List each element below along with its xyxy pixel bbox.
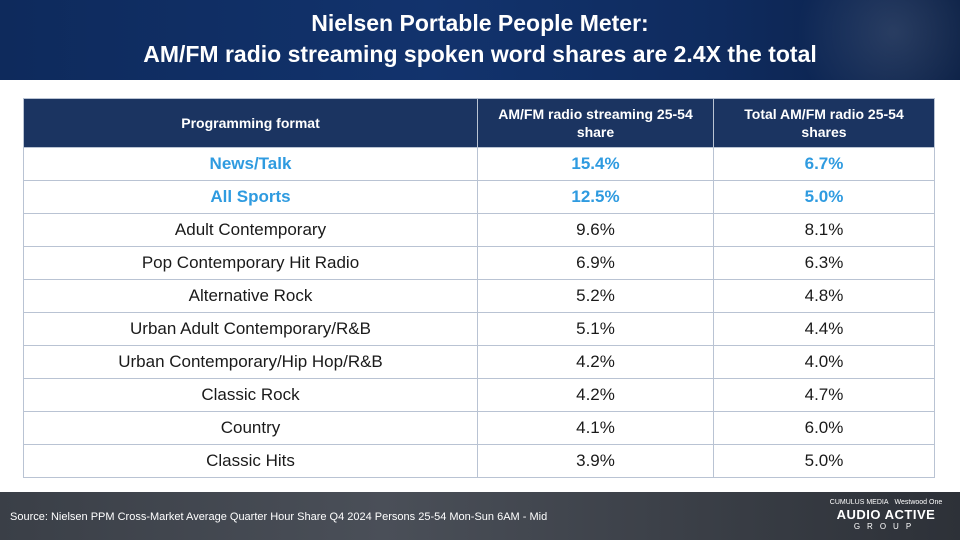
cell-format: Country <box>23 411 478 445</box>
column-header-format: Programming format <box>23 98 478 148</box>
cell-streaming-share: 12.5% <box>477 180 714 214</box>
logo-sub-text: GROUP <box>853 522 919 531</box>
column-header-total: Total AM/FM radio 25-54 shares <box>713 98 935 148</box>
cell-format: Urban Contemporary/Hip Hop/R&B <box>23 345 478 379</box>
cell-total-share: 5.0% <box>713 444 935 478</box>
cell-streaming-share: 6.9% <box>477 246 714 280</box>
cell-format: Classic Rock <box>23 378 478 412</box>
table-row: Urban Adult Contemporary/R&B 5.1% 4.4% <box>23 312 935 346</box>
format-share-table: Programming format AM/FM radio streaming… <box>23 98 935 478</box>
table-row: Classic Rock 4.2% 4.7% <box>23 378 935 412</box>
footer-bar: Source: Nielsen PPM Cross-Market Average… <box>0 492 960 540</box>
cell-total-share: 4.8% <box>713 279 935 313</box>
logo-westwood-text: Westwood One <box>894 499 943 506</box>
cell-total-share: 4.0% <box>713 345 935 379</box>
column-header-streaming: AM/FM radio streaming 25-54 share <box>477 98 714 148</box>
slide-title-line-2: AM/FM radio streaming spoken word shares… <box>143 41 817 67</box>
cell-total-share: 6.3% <box>713 246 935 280</box>
cell-streaming-share: 5.1% <box>477 312 714 346</box>
table-row: Urban Contemporary/Hip Hop/R&B 4.2% 4.0% <box>23 345 935 379</box>
source-note: Source: Nielsen PPM Cross-Market Average… <box>10 511 548 523</box>
table-row: News/Talk 15.4% 6.7% <box>23 147 935 181</box>
cell-total-share: 4.4% <box>713 312 935 346</box>
cell-format: Urban Adult Contemporary/R&B <box>23 312 478 346</box>
banner-decoration <box>740 0 960 80</box>
cell-streaming-share: 4.2% <box>477 345 714 379</box>
cell-total-share: 4.7% <box>713 378 935 412</box>
cell-streaming-share: 9.6% <box>477 213 714 247</box>
cell-streaming-share: 15.4% <box>477 147 714 181</box>
cell-total-share: 8.1% <box>713 213 935 247</box>
cell-total-share: 5.0% <box>713 180 935 214</box>
cell-format: All Sports <box>23 180 478 214</box>
cell-streaming-share: 4.1% <box>477 411 714 445</box>
cell-format: Pop Contemporary Hit Radio <box>23 246 478 280</box>
audio-active-group-logo: CUMULUS MEDIA Westwood One AUDIO ACTIVE … <box>826 498 946 536</box>
table-row: Pop Contemporary Hit Radio 6.9% 6.3% <box>23 246 935 280</box>
cell-streaming-share: 5.2% <box>477 279 714 313</box>
cell-format: News/Talk <box>23 147 478 181</box>
table-row: All Sports 12.5% 5.0% <box>23 180 935 214</box>
table-row: Alternative Rock 5.2% 4.8% <box>23 279 935 313</box>
logo-cumulus-text: CUMULUS MEDIA <box>829 499 889 506</box>
table-row: Classic Hits 3.9% 5.0% <box>23 444 935 478</box>
slide-title-line-1: Nielsen Portable People Meter: <box>311 10 649 36</box>
logo-top-line: CUMULUS MEDIA Westwood One <box>826 498 946 507</box>
slide-title: Nielsen Portable People Meter: AM/FM rad… <box>0 8 960 70</box>
cell-format: Classic Hits <box>23 444 478 478</box>
cell-total-share: 6.0% <box>713 411 935 445</box>
title-banner: Nielsen Portable People Meter: AM/FM rad… <box>0 0 960 80</box>
table-row: Country 4.1% 6.0% <box>23 411 935 445</box>
cell-total-share: 6.7% <box>713 147 935 181</box>
cell-streaming-share: 4.2% <box>477 378 714 412</box>
logo-main-text: AUDIO ACTIVE <box>836 507 936 522</box>
table-row: Adult Contemporary 9.6% 8.1% <box>23 213 935 247</box>
cell-format: Alternative Rock <box>23 279 478 313</box>
cell-streaming-share: 3.9% <box>477 444 714 478</box>
cell-format: Adult Contemporary <box>23 213 478 247</box>
table-header-row: Programming format AM/FM radio streaming… <box>23 98 935 148</box>
